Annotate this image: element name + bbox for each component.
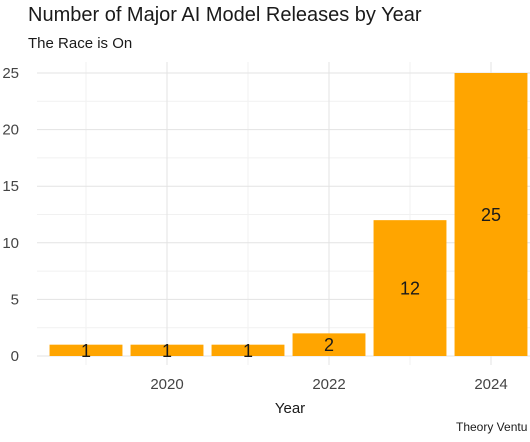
- bars: [49, 73, 528, 356]
- y-tick-label: 5: [11, 291, 19, 308]
- x-axis-ticks: 2020 2022 2024: [150, 376, 507, 393]
- bar-2023: [373, 220, 447, 356]
- bar-label-2024: 25: [481, 205, 501, 225]
- x-tick-label: 2022: [312, 376, 345, 393]
- x-tick-label: 2024: [474, 376, 507, 393]
- chart-title: Number of Major AI Model Releases by Yea…: [28, 4, 422, 26]
- y-tick-label: 10: [2, 235, 19, 252]
- bar-2020: [130, 344, 204, 356]
- y-tick-label: 0: [11, 348, 19, 365]
- bar-label-2021: 1: [243, 341, 253, 361]
- bar-label-2022: 2: [324, 335, 334, 355]
- y-tick-label: 20: [2, 122, 19, 139]
- bar-2021: [211, 344, 285, 356]
- x-axis-label: Year: [275, 400, 305, 417]
- caption: Theory Ventu: [456, 420, 527, 434]
- bar-2022: [292, 333, 366, 356]
- bar-2019: [49, 344, 123, 356]
- bar-label-2023: 12: [400, 279, 420, 299]
- chart-subtitle: The Race is On: [28, 35, 132, 52]
- bar-label-2020: 1: [162, 341, 172, 361]
- bar-2024: [454, 73, 528, 356]
- y-tick-label: 15: [2, 178, 19, 195]
- bar-label-2019: 1: [81, 341, 91, 361]
- x-tick-label: 2020: [150, 376, 183, 393]
- y-tick-label: 25: [2, 65, 19, 82]
- y-axis-ticks: 0 5 10 15 20 25: [2, 65, 19, 365]
